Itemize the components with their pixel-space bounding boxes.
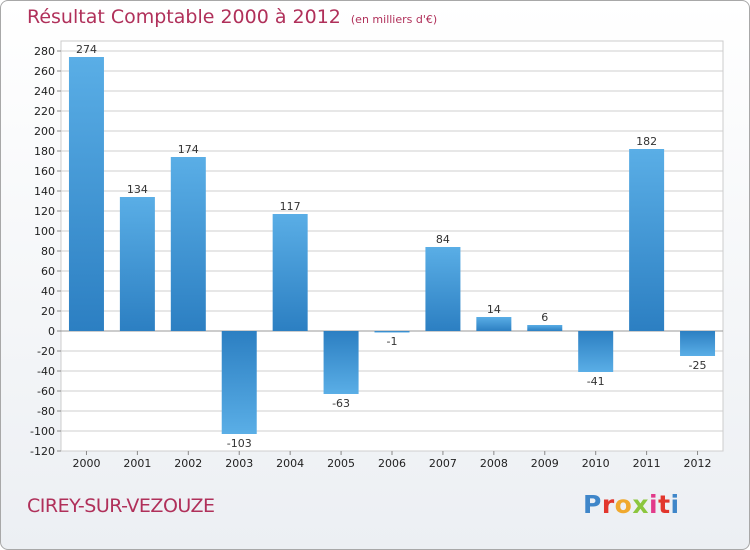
bar-2001 — [119, 197, 155, 331]
y-tick-label: -20 — [37, 345, 55, 358]
grid-lines — [61, 50, 723, 452]
bar-2005 — [323, 331, 359, 394]
data-label-2008: 14 — [487, 303, 501, 316]
y-tick-label: 140 — [34, 185, 55, 198]
y-tick-label: 80 — [41, 245, 55, 258]
bar-2010 — [578, 331, 614, 372]
data-label-2006: -1 — [387, 335, 398, 348]
data-label-2011: 182 — [636, 135, 657, 148]
logo-letter: i — [670, 490, 680, 519]
y-tick-label: -40 — [37, 365, 55, 378]
chart-title: Résultat Comptable 2000 à 2012 (en millie… — [27, 6, 437, 28]
x-tick-label: 2007 — [429, 457, 457, 470]
data-label-2004: 117 — [280, 200, 301, 213]
data-label-2012: -25 — [689, 359, 707, 372]
data-label-2001: 134 — [127, 183, 148, 196]
x-tick-label: 2000 — [72, 457, 100, 470]
x-tick-label: 2009 — [531, 457, 559, 470]
logo-letter: i — [649, 490, 659, 519]
y-axis: -120 -100 -80 -60 -40 -20 0 20 40 60 80 100 120 140 16… — [30, 45, 61, 458]
chart-subtitle: (en milliers d'€) — [350, 13, 438, 26]
y-tick-label: 260 — [34, 65, 55, 78]
logo-letter: x — [632, 490, 649, 519]
y-tick-label: -80 — [37, 405, 55, 418]
x-axis: 2000 2001 2002 2003 2004 2005 2006 2007 2008 2009… — [72, 451, 712, 470]
x-tick-label: 2003 — [225, 457, 253, 470]
y-tick-label: 200 — [34, 125, 55, 138]
logo-letter: r — [601, 490, 615, 519]
y-tick-label: 100 — [34, 225, 55, 238]
bar-2012 — [680, 331, 716, 356]
x-tick-label: 2004 — [276, 457, 304, 470]
bar-2004 — [272, 214, 308, 331]
x-tick-label: 2011 — [633, 457, 661, 470]
data-label-2010: -41 — [587, 375, 605, 388]
y-tick-label: 120 — [34, 205, 55, 218]
y-tick-label: 0 — [48, 325, 55, 338]
y-tick-label: 20 — [41, 305, 55, 318]
bar-2008 — [476, 317, 512, 331]
x-tick-label: 2010 — [582, 457, 610, 470]
bar-2002 — [170, 157, 206, 331]
bar-2006 — [374, 331, 410, 333]
y-tick-label: 180 — [34, 145, 55, 158]
data-label-2002: 174 — [178, 143, 199, 156]
y-tick-label: 40 — [41, 285, 55, 298]
y-tick-label: 60 — [41, 265, 55, 278]
bar-2011 — [629, 149, 665, 331]
x-tick-label: 2008 — [480, 457, 508, 470]
x-tick-label: 2002 — [174, 457, 202, 470]
data-label-2005: -63 — [332, 397, 350, 410]
x-tick-label: 2005 — [327, 457, 355, 470]
bar-2000 — [68, 57, 104, 331]
data-label-2009: 6 — [541, 311, 548, 324]
chart-title-text: Résultat Comptable 2000 à 2012 — [27, 6, 341, 28]
data-label-2003: -103 — [227, 437, 252, 450]
y-tick-label: 160 — [34, 165, 55, 178]
data-label-2000: 274 — [76, 43, 97, 56]
y-tick-label: 220 — [34, 105, 55, 118]
logo-letter: o — [614, 490, 633, 519]
logo-letter: t — [658, 490, 671, 519]
bar-2007 — [425, 247, 461, 331]
y-tick-label: 240 — [34, 85, 55, 98]
plot-area — [60, 40, 724, 452]
bar-2003 — [221, 331, 257, 434]
city-name: CIREY-SUR-VEZOUZE — [27, 495, 215, 517]
proxiti-logo: Proxiti — [583, 490, 680, 519]
data-label-2007: 84 — [436, 233, 450, 246]
y-tick-label: -100 — [30, 425, 55, 438]
y-tick-label: 280 — [34, 45, 55, 58]
y-tick-label: -60 — [37, 385, 55, 398]
x-tick-label: 2012 — [684, 457, 712, 470]
bar-2009 — [527, 325, 563, 331]
bars: 274 134 174 -103 117 -63 -1 84 14 6 -41 182 -25 — [68, 43, 716, 450]
x-tick-label: 2001 — [123, 457, 151, 470]
x-tick-label: 2006 — [378, 457, 406, 470]
logo-letter: P — [583, 490, 602, 519]
y-tick-label: -120 — [30, 445, 55, 458]
